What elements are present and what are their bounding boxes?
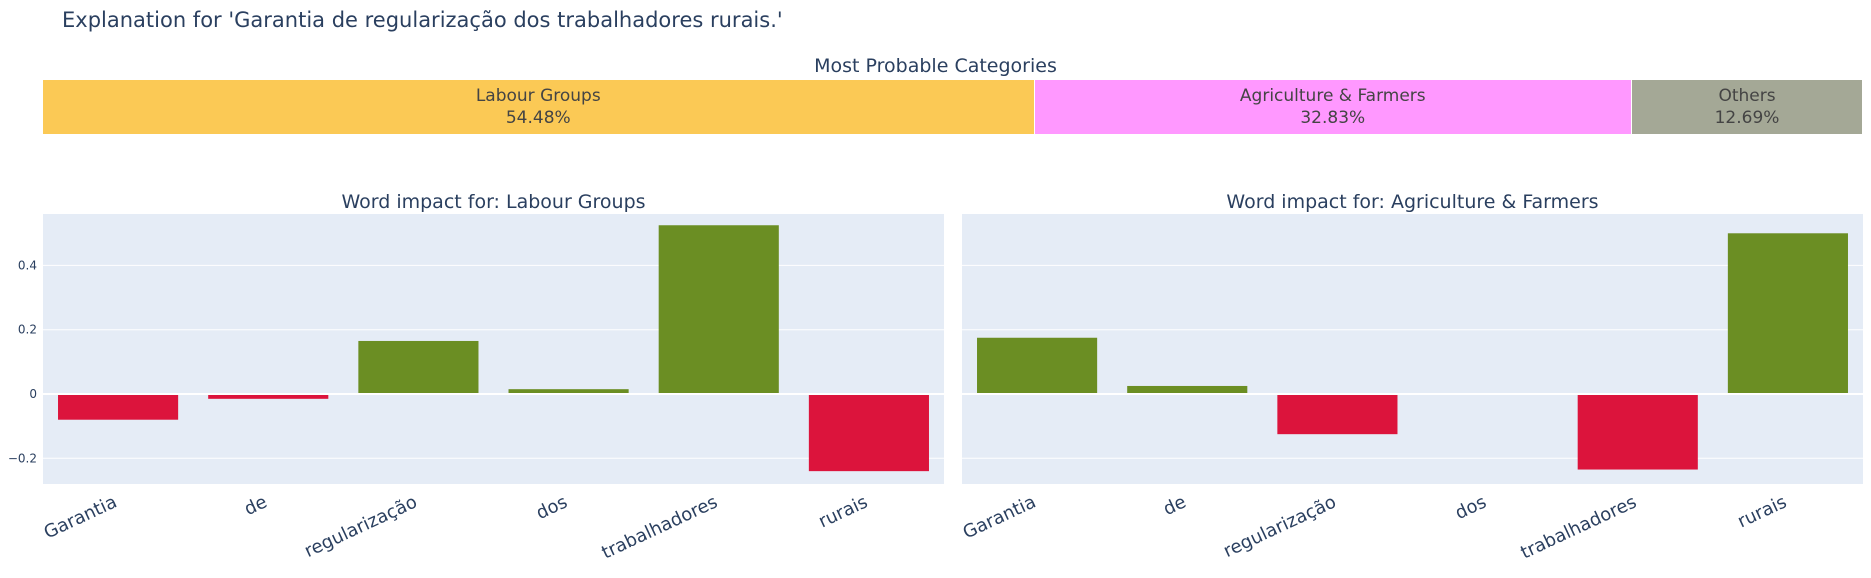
x-tick-label: trabalhadores [1517, 491, 1639, 563]
x-tick-label: dos [533, 491, 571, 523]
bar-Garantia [977, 337, 1098, 394]
x-tick-label: Garantia [960, 491, 1039, 543]
bar-regularização [1277, 394, 1398, 435]
bar-de [208, 394, 329, 399]
y-tick-label: 0.2 [18, 323, 37, 337]
y-tick-label: 0.4 [18, 258, 37, 272]
x-tick-label: regularização [301, 491, 420, 561]
category-label: Labour Groups [475, 86, 601, 106]
bar-trabalhadores [658, 225, 779, 394]
y-tick-label: −0.2 [8, 451, 37, 465]
categories-stacked-bar: Labour Groups 54.48% Agriculture & Farmers… [43, 80, 1863, 134]
category-label: Others [1718, 86, 1776, 106]
x-tick-label: de [1160, 491, 1189, 520]
category-segment-1: Agriculture & Farmers 32.83% [1034, 80, 1633, 134]
y-tick-label: 0 [29, 387, 37, 401]
plot-area [962, 214, 1863, 484]
plot-area [43, 214, 944, 484]
x-tick-label: de [241, 491, 270, 520]
x-tick-label: dos [1452, 491, 1490, 523]
categories-title: Most Probable Categories [814, 55, 1057, 77]
bar-regularização [358, 340, 479, 394]
x-tick-label: regularização [1220, 491, 1339, 561]
bar-Garantia [58, 394, 179, 420]
chart-title: Word impact for: Labour Groups [341, 191, 645, 213]
x-tick-label: Garantia [41, 491, 120, 543]
bar-trabalhadores [1577, 394, 1698, 470]
bar-de [1127, 385, 1248, 394]
category-segment-2: Others 12.69% [1632, 80, 1863, 134]
main-title: Explanation for 'Garantia de regularizaç… [62, 8, 783, 32]
category-percent: 54.48% [505, 108, 571, 128]
category-label: Agriculture & Farmers [1239, 86, 1426, 106]
bar-rurais [808, 394, 929, 472]
bar-dos [508, 389, 629, 394]
bar-rurais [1727, 233, 1848, 394]
chart-title: Word impact for: Agriculture & Farmers [1226, 191, 1598, 213]
x-tick-label: rurais [1734, 491, 1790, 532]
category-segment-0: Labour Groups 54.48% [43, 80, 1035, 134]
x-tick-label: rurais [815, 491, 871, 532]
category-percent: 12.69% [1714, 108, 1780, 128]
category-percent: 32.83% [1300, 108, 1366, 128]
x-tick-label: trabalhadores [598, 491, 720, 563]
